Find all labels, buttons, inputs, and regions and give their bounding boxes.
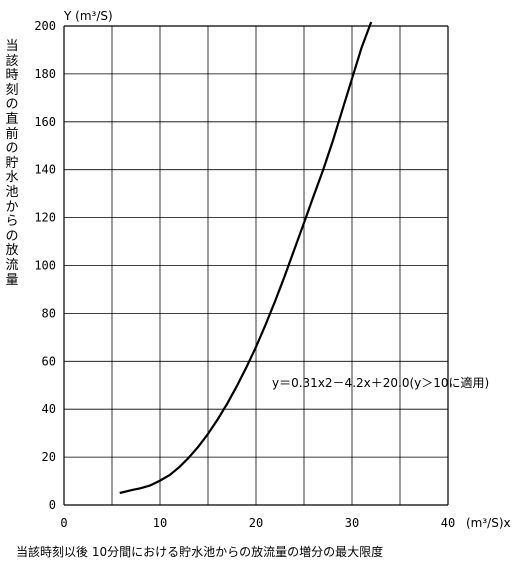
x-tick-label: 40 (441, 516, 455, 530)
y-tick-label: 180 (34, 67, 56, 81)
y-axis-label-char: の (5, 97, 19, 113)
y-axis-label-char: ら (5, 214, 19, 230)
x-tick-label: 0 (60, 516, 67, 530)
y-axis-symbol: Y (m³/S) (63, 9, 113, 23)
x-tick-label: 30 (345, 516, 359, 530)
grid (63, 25, 449, 506)
y-axis-label: 当該時刻の直前の貯水池からの放流量 (4, 39, 20, 288)
y-axis-label-char: 放 (5, 243, 19, 259)
y-axis-label-char: 量 (5, 272, 19, 288)
y-tick-label: 0 (49, 498, 56, 512)
y-axis-label-char: 流 (5, 257, 19, 273)
x-axis-unit: (m³/S)x (466, 516, 511, 530)
y-axis-label-char: か (5, 199, 19, 215)
y-axis-label-char: の (5, 141, 19, 157)
y-tick-label: 100 (34, 259, 56, 273)
y-axis-label-char: 貯 (5, 155, 19, 171)
x-tick-label: 20 (249, 516, 263, 530)
x-tick-labels: 0 10 20 30 40 (60, 516, 455, 530)
x-tick-label: 10 (153, 516, 167, 530)
y-tick-labels: 0 20 40 60 80 100 120 140 160 180 200 (34, 19, 56, 512)
y-tick-label: 60 (42, 354, 56, 368)
y-axis-label-char: の (5, 228, 19, 244)
y-axis-label-char: 該 (5, 53, 19, 69)
y-axis-label-char: 刻 (5, 82, 19, 98)
x-axis-label: 当該時刻以後 10分間における貯水池からの放流量の増分の最大限度 (16, 545, 384, 559)
y-axis-label-char: 前 (5, 126, 19, 142)
series-line (119, 21, 373, 495)
y-axis-label-char: 池 (5, 184, 19, 200)
y-tick-label: 140 (34, 163, 56, 177)
y-tick-label: 40 (42, 402, 56, 416)
y-tick-label: 20 (42, 450, 56, 464)
y-axis-label-char: 水 (5, 170, 19, 186)
y-axis-label-char: 時 (5, 68, 19, 84)
equation-annotation: y＝0.31x2－4.2x＋20.0(y＞10に適用) (272, 375, 489, 390)
y-axis-label-char: 直 (5, 111, 19, 127)
y-tick-label: 120 (34, 211, 56, 225)
y-axis-label-char: 当 (5, 39, 19, 54)
y-tick-label: 160 (34, 115, 56, 129)
y-tick-label: 80 (42, 306, 56, 320)
y-tick-label: 200 (34, 19, 56, 33)
